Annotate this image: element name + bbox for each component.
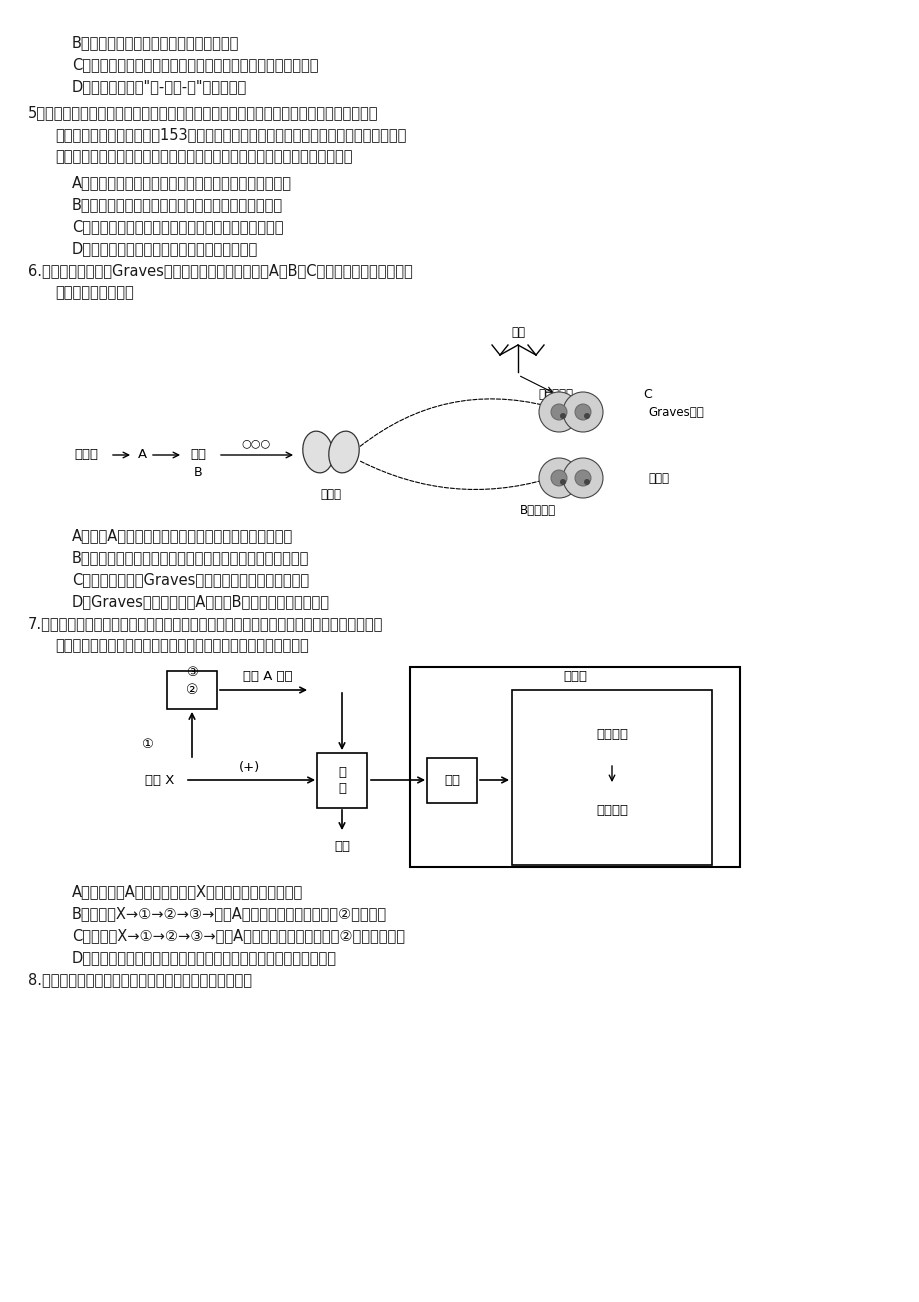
Circle shape bbox=[584, 479, 589, 486]
Circle shape bbox=[560, 479, 565, 486]
Text: 5．抽动症是一种慢性精神病，多发于学龄儿童，其病因之一可能是多巴胺过度分泌。多巴: 5．抽动症是一种慢性精神病，多发于学龄儿童，其病因之一可能是多巴胺过度分泌。多巴 bbox=[28, 105, 378, 120]
Circle shape bbox=[584, 413, 589, 419]
Text: 生理反应: 生理反应 bbox=[596, 803, 628, 816]
Text: ②: ② bbox=[186, 684, 198, 697]
Text: A．多巴胺在兴奋传递过程中只能作用于神经元上的受体: A．多巴胺在兴奋传递过程中只能作用于神经元上的受体 bbox=[72, 174, 291, 190]
Text: B．由刺激X→①→②→③→胰岛A细胞的过程是体液调节，②位于垂体: B．由刺激X→①→②→③→胰岛A细胞的过程是体液调节，②位于垂体 bbox=[72, 906, 387, 921]
Text: C: C bbox=[643, 388, 652, 401]
Text: D．Graves病患者的激素A和激素B的分泌水平较健康人高: D．Graves病患者的激素A和激素B的分泌水平较健康人高 bbox=[72, 594, 330, 609]
Bar bbox=[317, 753, 367, 807]
Circle shape bbox=[539, 392, 578, 432]
Text: 6.如图表示健康人和Graves病人激素分泌的调节机制，A、B、C为三种激素，下列有关叙: 6.如图表示健康人和Graves病人激素分泌的调节机制，A、B、C为三种激素，下… bbox=[28, 263, 413, 279]
Bar bbox=[512, 690, 711, 865]
Text: B．图中抗体作用的受体与促甲状腺激素释放激素的受体相同: B．图中抗体作用的受体与促甲状腺激素释放激素的受体相同 bbox=[72, 549, 309, 565]
Circle shape bbox=[562, 458, 602, 497]
Text: (+): (+) bbox=[239, 760, 260, 773]
Text: 失活: 失活 bbox=[334, 841, 349, 854]
Text: 抗体: 抗体 bbox=[510, 326, 525, 339]
Circle shape bbox=[574, 404, 590, 421]
Text: 甲状腺: 甲状腺 bbox=[320, 488, 341, 501]
Text: B激素受体: B激素受体 bbox=[519, 504, 555, 517]
Text: 胰岛 A 细胞: 胰岛 A 细胞 bbox=[243, 671, 292, 684]
Text: 代谢改变: 代谢改变 bbox=[596, 729, 628, 742]
Text: C．由图分析可知Graves病患者可能会表现出代谢增强: C．由图分析可知Graves病患者可能会表现出代谢增强 bbox=[72, 572, 309, 587]
Text: 胺是一种相对分子质量仅为153的神经递质，其分泌过多会引起人体内的甲状腺激素等多: 胺是一种相对分子质量仅为153的神经递质，其分泌过多会引起人体内的甲状腺激素等多 bbox=[55, 128, 406, 142]
Bar bbox=[410, 667, 739, 867]
Circle shape bbox=[562, 392, 602, 432]
Text: B．多巴胺从突触前膜进入突触间隙的方式为自由扩散: B．多巴胺从突触前膜进入突触间隙的方式为自由扩散 bbox=[72, 197, 283, 212]
Text: A．激素A随血液运至垂体并进入细胞促进相关物质合成: A．激素A随血液运至垂体并进入细胞促进相关物质合成 bbox=[72, 529, 293, 543]
Text: B．这是一种反射活动，其效应器是唾液腺: B．这是一种反射活动，其效应器是唾液腺 bbox=[72, 35, 239, 49]
Circle shape bbox=[539, 458, 578, 497]
Text: C．由刺激X→①→②→③→胰岛A细胞的过程是神经调节，②位于大脑皮层: C．由刺激X→①→②→③→胰岛A细胞的过程是神经调节，②位于大脑皮层 bbox=[72, 928, 404, 943]
Text: 激: 激 bbox=[337, 766, 346, 779]
Bar bbox=[167, 671, 217, 710]
Text: 下丘脑: 下丘脑 bbox=[74, 448, 98, 461]
Text: 受体: 受体 bbox=[444, 773, 460, 786]
Text: 7.激素作为一种化学信使，能把某种调节信息由内分泌细胞携带至靶细胞。下图表示影响血: 7.激素作为一种化学信使，能把某种调节信息由内分泌细胞携带至靶细胞。下图表示影响… bbox=[28, 616, 383, 631]
Text: 8.如图是人体内的免疫过程示意图，下列说法中错误的是: 8.如图是人体内的免疫过程示意图，下列说法中错误的是 bbox=[28, 973, 252, 987]
Text: ○○○: ○○○ bbox=[241, 437, 270, 448]
Text: D．靶细胞接受激素刺激后，促使肝糖原分解及非糖物质转化为血糖: D．靶细胞接受激素刺激后，促使肝糖原分解及非糖物质转化为血糖 bbox=[72, 950, 336, 965]
Text: ③: ③ bbox=[186, 667, 198, 680]
Text: 靶细胞: 靶细胞 bbox=[562, 671, 586, 684]
Circle shape bbox=[574, 470, 590, 486]
Circle shape bbox=[560, 413, 565, 419]
Text: 种激素的分泌异常，并导致内环境稳态失调。下列相关叙述正确的是（　　）: 种激素的分泌异常，并导致内环境稳态失调。下列相关叙述正确的是（ ） bbox=[55, 148, 352, 164]
Text: 健康人: 健康人 bbox=[647, 471, 668, 484]
Text: 刺激 X: 刺激 X bbox=[145, 773, 175, 786]
Text: 垂体: 垂体 bbox=[190, 448, 206, 461]
Ellipse shape bbox=[328, 431, 358, 473]
Text: 素: 素 bbox=[337, 781, 346, 794]
Circle shape bbox=[550, 404, 566, 421]
Text: D．这一过程中有"电-化学-电"信号的转化: D．这一过程中有"电-化学-电"信号的转化 bbox=[72, 79, 247, 94]
Circle shape bbox=[550, 470, 566, 486]
Bar bbox=[426, 758, 476, 802]
Text: A．影响胰岛A细胞分泌的刺激X，最可能是血糖含量升高: A．影响胰岛A细胞分泌的刺激X，最可能是血糖含量升高 bbox=[72, 884, 303, 898]
Text: D．多巴胺可通过体液定向运输给相应的靶器官: D．多巴胺可通过体液定向运输给相应的靶器官 bbox=[72, 241, 258, 256]
Text: ①: ① bbox=[141, 738, 153, 751]
Ellipse shape bbox=[302, 431, 333, 473]
Text: A: A bbox=[137, 448, 146, 461]
Text: C．多巴胺分泌异常对下丘脑和垂体的激素分泌有影响: C．多巴胺分泌异常对下丘脑和垂体的激素分泌有影响 bbox=[72, 219, 283, 234]
Text: 甲状腺细胞: 甲状腺细胞 bbox=[538, 388, 573, 401]
Text: C．吃食物引起唾液腺分泌和脚步声引起唾液分泌属于不同反射: C．吃食物引起唾液腺分泌和脚步声引起唾液分泌属于不同反射 bbox=[72, 57, 318, 72]
Text: 述正确的是（　　）: 述正确的是（ ） bbox=[55, 285, 133, 299]
Text: B: B bbox=[194, 466, 202, 479]
Text: Graves病人: Graves病人 bbox=[647, 405, 703, 418]
Text: 糖调节的因素及激素发挥作用的过程，有关叙述正确的是（　　）: 糖调节的因素及激素发挥作用的过程，有关叙述正确的是（ ） bbox=[55, 638, 309, 654]
